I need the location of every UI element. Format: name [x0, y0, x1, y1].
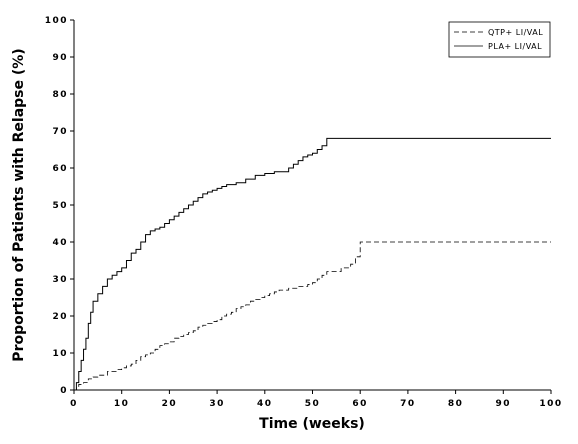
y-tick-label: 20 [52, 312, 68, 322]
y-tick-label: 90 [52, 53, 68, 63]
y-tick-label: 0 [60, 386, 68, 396]
x-tick-label: 100 [539, 399, 562, 409]
x-tick-label: 0 [70, 399, 78, 409]
series-layer [74, 137, 551, 391]
y-tick-label: 10 [52, 349, 68, 359]
y-tick-label: 100 [45, 16, 68, 26]
x-tick-label: 40 [257, 399, 273, 409]
legend-box [448, 21, 551, 58]
x-axis-ticks: 0 10 20 30 40 50 60 70 80 90 100 [70, 390, 562, 409]
x-tick-label: 50 [305, 399, 321, 409]
x-tick-label: 10 [114, 399, 130, 409]
y-axis-ticks: 0 10 20 30 40 50 60 70 80 90 100 [45, 16, 74, 396]
x-tick-label: 80 [448, 399, 464, 409]
x-tick-label: 70 [400, 399, 416, 409]
y-tick-label: 80 [52, 90, 68, 100]
y-tick-label: 30 [52, 275, 68, 285]
x-tick-label: 60 [352, 399, 368, 409]
x-axis-title: Time (weeks) [259, 416, 365, 432]
x-tick-label: 90 [496, 399, 512, 409]
plot-frame [73, 20, 551, 391]
x-tick-label: 30 [209, 399, 225, 409]
legend: QTP+ LI/VAL PLA+ LI/VAL [448, 21, 551, 58]
series-line-qtp [74, 241, 551, 391]
y-tick-label: 60 [52, 164, 68, 174]
series-line-pla [74, 137, 551, 391]
legend-label-pla: PLA+ LI/VAL [488, 42, 542, 51]
y-tick-label: 40 [52, 238, 68, 248]
legend-label-qtp: QTP+ LI/VAL [488, 28, 543, 37]
y-tick-label: 50 [52, 201, 68, 211]
x-tick-label: 20 [162, 399, 178, 409]
y-axis-title: Proportion of Patients with Relapse (%) [11, 48, 27, 361]
y-tick-label: 70 [52, 127, 68, 137]
